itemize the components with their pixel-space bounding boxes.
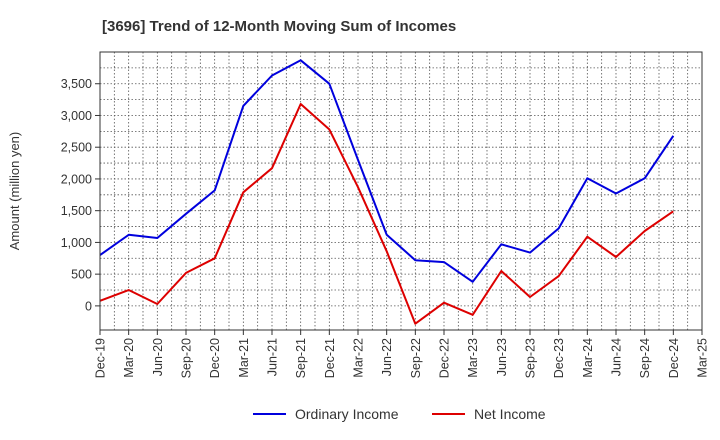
x-tick-label: Mar-20 [122,338,136,378]
x-tick-label: Dec-24 [667,338,681,378]
x-tick-label: Dec-20 [208,338,222,378]
legend-label: Net Income [474,406,546,422]
x-axis-ticks: Dec-19 Mar-20 Jun-20 Sep-20 Dec-20 Mar-21 Jun-… [94,330,710,378]
y-tick-label: 0 [85,299,92,313]
x-tick-label: Mar-21 [237,338,251,378]
x-tick-label: Mar-25 [696,338,710,378]
y-tick-label: 3,000 [61,109,92,123]
series-lines [99,59,675,325]
y-tick-label: 1,000 [61,236,92,250]
y-tick-label: 1,500 [61,204,92,218]
x-tick-label: Jun-23 [495,338,509,376]
y-tick-label: 2,000 [61,172,92,186]
x-tick-label: Jun-21 [266,338,280,376]
plot-frame [99,51,703,331]
x-tick-label: Dec-19 [94,338,108,378]
x-tick-label: Jun-20 [151,338,165,376]
y-tick-label: 3,500 [61,77,92,91]
series-line-net-income [99,103,674,325]
x-tick-label: Jun-22 [380,338,394,376]
x-tick-label: Dec-23 [552,338,566,378]
x-tick-label: Mar-22 [352,338,366,378]
x-tick-label: Mar-24 [581,338,595,378]
y-tick-label: 2,500 [61,141,92,155]
chart-title: [3696] Trend of 12-Month Moving Sum of I… [102,18,456,35]
x-tick-label: Sep-22 [409,338,423,378]
x-tick-label: Sep-21 [294,338,308,378]
y-tick-label: 500 [71,268,92,282]
x-tick-label: Sep-24 [638,338,652,378]
y-axis-label: Amount (million yen) [7,132,22,251]
legend: Ordinary Income Net Income [253,406,546,422]
x-tick-label: Mar-23 [466,338,480,378]
x-tick-label: Sep-20 [180,338,194,378]
legend-label: Ordinary Income [295,406,399,422]
x-tick-label: Jun-24 [610,338,624,376]
x-tick-label: Sep-23 [524,338,538,378]
series-line-ordinary-income [99,59,675,283]
x-tick-label: Dec-22 [438,338,452,378]
y-axis-ticks: 0 500 1,000 1,500 2,000 2,500 3,000 3,500 [61,77,100,313]
x-tick-label: Dec-21 [323,338,337,378]
